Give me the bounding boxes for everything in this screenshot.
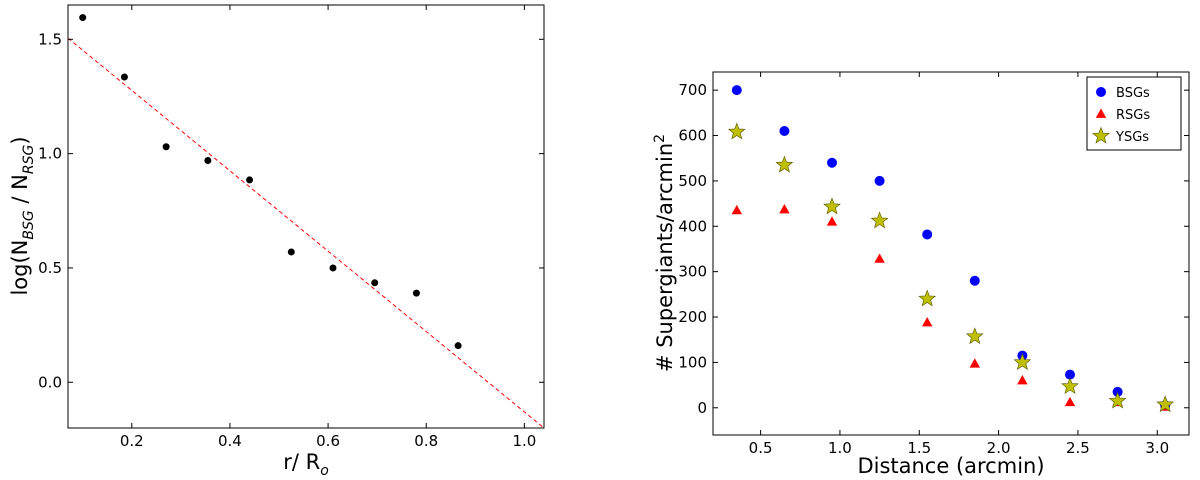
point-ysgs <box>823 197 841 215</box>
legend-marker-rsgs <box>1095 108 1107 118</box>
left-x-ticks: 0.2 0.4 0.6 0.8 1.0 <box>120 5 536 450</box>
left-data-point <box>371 279 379 287</box>
left-x-tick-label: 0.4 <box>218 432 242 450</box>
left-data-point <box>246 176 254 184</box>
right-y-ticks: 0 100 200 300 400 500 600 700 <box>678 81 1189 417</box>
right-x-tick-label: 1.0 <box>828 439 852 457</box>
right-y-tick-label: 700 <box>678 81 707 99</box>
legend-label-rsgs: RSGs <box>1116 108 1150 123</box>
left-data-point <box>120 73 128 81</box>
point-ysgs <box>870 211 889 229</box>
point-ysgs <box>727 122 746 140</box>
right-x-ticks: 0.5 1.0 1.5 2.0 2.5 3.0 <box>749 72 1169 457</box>
point-ysgs <box>775 155 794 173</box>
point-rsgs <box>731 204 743 215</box>
legend-marker-ysgs <box>1092 126 1110 144</box>
left-data-point <box>454 342 462 350</box>
left-x-tick-label: 0.6 <box>316 432 340 450</box>
point-bsgs <box>1065 369 1075 380</box>
right-data-points <box>727 85 1175 413</box>
right-y-tick-label: 600 <box>678 127 707 145</box>
point-rsgs <box>1064 396 1076 407</box>
right-x-tick-label: 0.5 <box>749 439 773 457</box>
right-y-tick-label: 100 <box>678 353 707 371</box>
right-x-tick-label: 2.0 <box>987 439 1011 457</box>
right-x-tick-label: 1.5 <box>907 439 931 457</box>
legend-marker-bsgs <box>1096 87 1106 97</box>
point-ysgs <box>1061 377 1079 395</box>
point-rsgs <box>921 316 933 327</box>
point-rsgs <box>969 358 981 368</box>
left-x-axis-title: r/ Ro <box>283 450 329 479</box>
point-ysgs <box>965 327 984 345</box>
point-ysgs <box>1013 353 1032 370</box>
right-y-tick-label: 300 <box>678 263 707 281</box>
left-data-point <box>412 289 420 297</box>
point-ysgs <box>1108 391 1127 409</box>
point-rsgs <box>874 253 885 263</box>
point-ysgs <box>1156 395 1175 413</box>
left-chart-frame <box>67 4 545 429</box>
left-data-point <box>287 248 295 256</box>
right-y-tick-label: 500 <box>678 172 707 190</box>
left-chart-panel: 0.2 0.4 0.6 0.8 1.0 0.0 0.5 1.0 1.5 r/ Ro log(N… <box>8 4 545 479</box>
left-y-tick-label: 1.0 <box>38 145 62 163</box>
point-rsgs <box>826 216 838 226</box>
point-rsgs <box>1017 375 1028 385</box>
left-x-tick-label: 1.0 <box>512 432 536 450</box>
point-rsgs <box>779 203 790 214</box>
left-data-point <box>329 264 337 272</box>
right-x-tick-label: 2.5 <box>1066 439 1090 457</box>
right-y-tick-label: 400 <box>678 217 707 235</box>
left-y-axis-title: log(NBSG / NRSG) <box>8 136 37 295</box>
left-x-tick-label: 0.8 <box>414 432 438 450</box>
left-x-tick-label: 0.2 <box>120 432 144 450</box>
left-data-point <box>162 143 170 151</box>
left-fit-line <box>67 37 545 429</box>
point-bsgs <box>731 85 742 96</box>
left-y-tick-label: 0.0 <box>38 373 62 391</box>
left-data-point <box>204 156 212 164</box>
right-y-axis-title: # Supergiants/arcmin2 <box>652 134 677 372</box>
right-y-tick-label: 200 <box>678 308 707 326</box>
legend-label-bsgs: BSGs <box>1116 86 1150 101</box>
point-bsgs <box>969 275 980 286</box>
right-y-tick-label: 0 <box>697 399 707 417</box>
point-bsgs <box>779 125 790 136</box>
left-data-point <box>79 14 87 22</box>
left-y-tick-label: 1.5 <box>38 30 62 48</box>
right-chart-frame <box>712 71 1190 436</box>
left-data-points <box>79 14 462 350</box>
point-bsgs <box>874 175 885 186</box>
left-fit-line-group <box>67 37 545 429</box>
point-bsgs <box>827 157 837 168</box>
point-bsgs <box>922 229 933 240</box>
right-x-axis-title: Distance (arcmin) <box>857 454 1044 478</box>
left-y-ticks: 0.0 0.5 1.0 1.5 <box>38 30 544 391</box>
left-y-tick-label: 0.5 <box>38 259 62 277</box>
point-ysgs <box>918 289 937 307</box>
right-x-tick-label: 3.0 <box>1145 439 1169 457</box>
right-chart-panel: 0.5 1.0 1.5 2.0 2.5 3.0 0 100 200 300 400 500 600 70… <box>652 71 1190 478</box>
legend-label-ysgs: YSGs <box>1115 130 1149 145</box>
right-legend: BSGs RSGs YSGs <box>1086 76 1182 151</box>
